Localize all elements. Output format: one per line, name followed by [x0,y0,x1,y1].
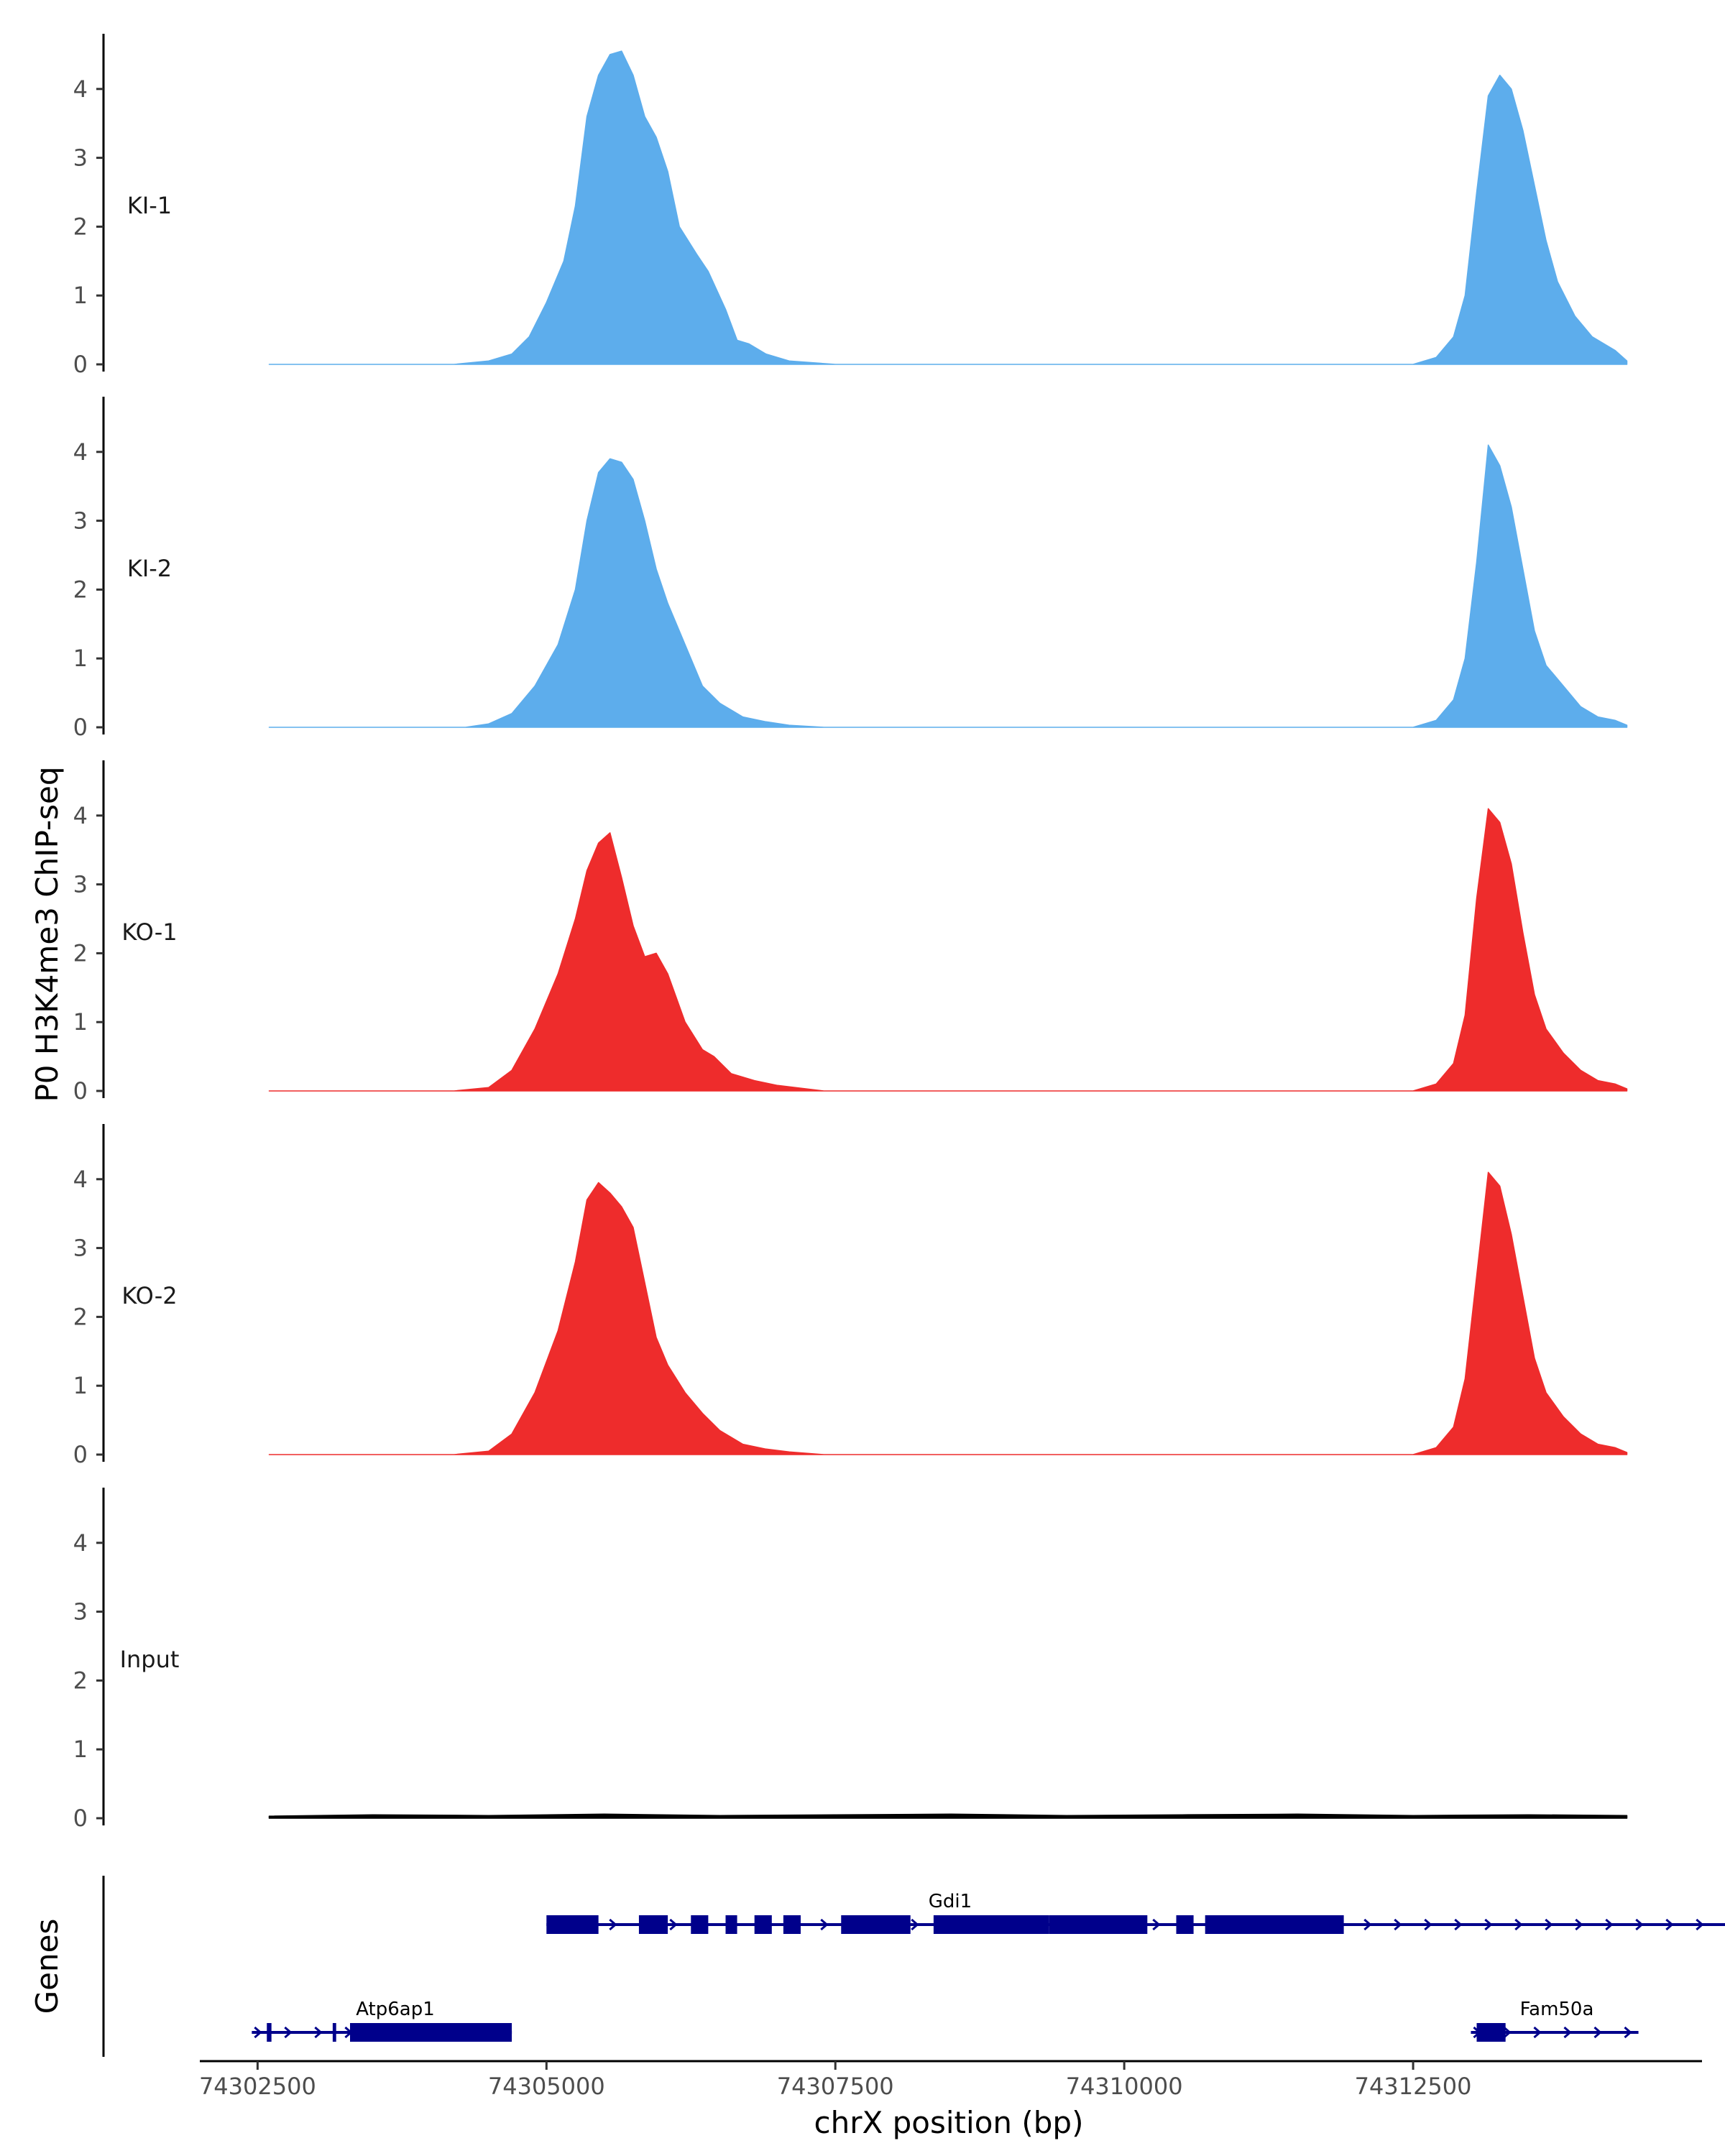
track-ko-2: 0 1 2 3 4 KO-2 [73,1124,1628,1468]
y-tick-label: 4 [73,802,88,829]
exon [1176,1915,1194,1934]
x-tick-label: 74310000 [1066,2073,1183,2100]
strand-arrow [1593,2026,1602,2039]
track-ko-1: 0 1 2 3 4 KO-1 [73,760,1628,1105]
y-tick-label: 2 [73,213,88,240]
strand-arrow [1665,1918,1674,1931]
y-tick-label: 4 [73,1529,88,1557]
genes-track: Genes Gdi1 Atp6ap1 Fam50a [29,1876,1725,2057]
track-label-ko-1: KO-1 [121,918,177,946]
strand-arrow [1152,1918,1161,1931]
strand-arrow [1454,1918,1463,1931]
exon [546,1915,599,1934]
y-tick-label: 3 [73,871,88,898]
strand-arrow [1394,1918,1402,1931]
exon [841,1915,911,1934]
strand-arrow [1635,1918,1644,1931]
y-axis-title: P0 H3K4me3 ChIP-seq [29,766,65,1102]
strand-arrow [1424,1918,1432,1931]
strand-arrow [669,1918,678,1931]
x-axis: 74302500 74305000 74307500 74310000 74312500 [199,2060,1702,2100]
x-tick-label: 74305000 [488,2073,605,2100]
x-tick-label: 74302500 [199,2073,316,2100]
exon [1205,1915,1344,1934]
strand-arrow [1484,1918,1493,1931]
gene-label-fam50a: Fam50a [1520,1999,1594,2020]
y-tick-label: 2 [73,939,88,967]
exon [754,1915,772,1934]
gene-atp6ap1: Atp6ap1 [252,1999,512,2042]
track-input: 0 1 2 3 4 Input [73,1488,1628,1832]
exon [332,2023,336,2042]
gene-gdi1: Gdi1 [546,1891,1725,1934]
strand-arrow [1575,1918,1583,1931]
y-tick-label: 4 [73,75,88,103]
y-tick-label: 1 [73,645,88,672]
strand-arrow [1503,2026,1512,2039]
x-axis-title: chrX position (bp) [814,2105,1084,2140]
strand-arrow [911,1918,919,1931]
track-label-input: Input [120,1646,180,1673]
y-tick-label: 1 [73,1372,88,1399]
strand-arrow [1514,1918,1523,1931]
track-label-ki-2: KI-2 [127,555,172,582]
y-tick-label: 3 [73,144,88,172]
strand-arrow [1605,1918,1614,1931]
y-tick-label: 4 [73,1166,88,1193]
y-tick-label: 2 [73,576,88,603]
strand-arrow [254,2026,262,2039]
y-tick-label: 2 [73,1303,88,1330]
strand-arrow [1545,1918,1553,1931]
strand-arrow [1696,1918,1704,1931]
gene-fam50a: Fam50a [1471,1999,1639,2042]
signal-area-input [268,1813,1628,1819]
y-tick-label: 1 [73,1736,88,1763]
signal-area-ki-1 [268,50,1628,365]
strand-arrow [1363,1918,1372,1931]
y-tick-label: 1 [73,1008,88,1036]
signal-area-ko-1 [268,808,1628,1092]
track-ki-2: 0 1 2 3 4 KI-2 [73,397,1628,741]
track-label-ko-2: KO-2 [121,1282,177,1309]
y-tick-label: 3 [73,1598,88,1626]
exon [691,1915,709,1934]
exon [783,1915,801,1934]
strand-arrow [1563,2026,1572,2039]
y-tick-label: 0 [73,1441,88,1468]
strand-arrow [820,1918,829,1931]
signal-area-ki-2 [268,444,1628,728]
track-label-ki-1: KI-1 [127,192,172,219]
y-tick-label: 3 [73,507,88,535]
y-tick-label: 0 [73,714,88,741]
signal-tracks: 0 1 2 3 4 KI-1 0 1 2 3 4 KI-2 0 1 2 3 4 KO-1 0 1 2 3 4 KO-2 0 1 2 3… [73,34,1628,1832]
y-tick-label: 2 [73,1667,88,1694]
strand-arrow [609,1918,617,1931]
y-tick-label: 0 [73,351,88,378]
strand-arrow [1624,2026,1632,2039]
strand-arrow [284,2026,293,2039]
exon [350,2023,512,2042]
x-tick-label: 74307500 [777,2073,894,2100]
y-tick-label: 3 [73,1235,88,1262]
gene-label-gdi1: Gdi1 [929,1891,972,1912]
gene-label-atp6ap1: Atp6ap1 [356,1999,435,2020]
track-ki-1: 0 1 2 3 4 KI-1 [73,34,1628,378]
exon [1476,2023,1506,2042]
genes-track-title: Genes [29,1919,65,2014]
y-tick-label: 0 [73,1077,88,1105]
strand-arrow [314,2026,323,2039]
y-tick-label: 4 [73,438,88,466]
exon [933,1915,1049,1934]
exon [267,2023,272,2042]
y-tick-label: 1 [73,282,88,309]
y-tick-label: 0 [73,1805,88,1832]
exon [1049,1915,1148,1934]
exon [638,1915,668,1934]
signal-area-ko-2 [268,1171,1628,1455]
x-tick-label: 74312500 [1355,2073,1472,2100]
exon [725,1915,737,1934]
strand-arrow [1533,2026,1542,2039]
